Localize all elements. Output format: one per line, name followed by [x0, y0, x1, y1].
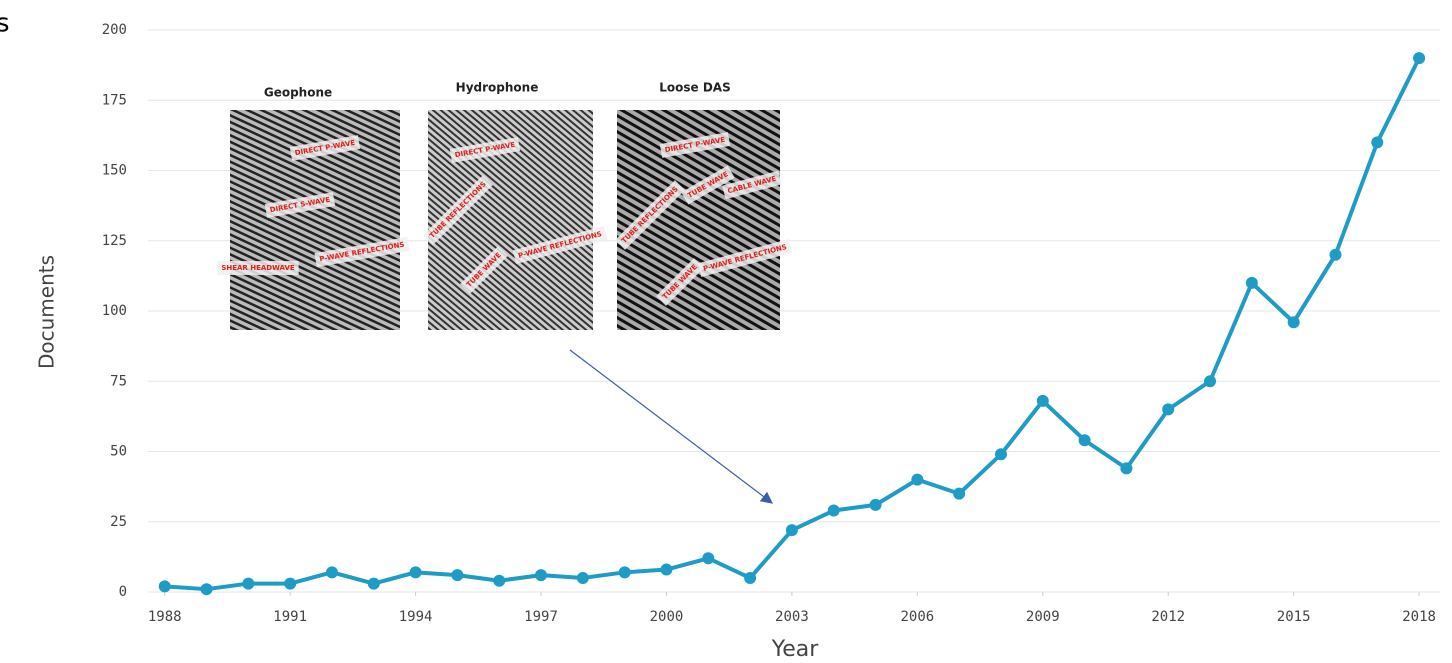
y-tick-label: 100: [102, 303, 127, 319]
data-point: [493, 575, 505, 587]
y-tick-label: 50: [110, 444, 127, 460]
x-tick-label: 1988: [148, 609, 182, 625]
x-tick-label: 2003: [775, 609, 809, 625]
data-point: [1329, 249, 1341, 261]
data-point: [1120, 462, 1132, 474]
data-point: [410, 566, 422, 578]
x-tick-label: 2018: [1402, 609, 1436, 625]
data-point: [451, 569, 463, 581]
x-tick-label: 2012: [1151, 609, 1185, 625]
data-point: [744, 572, 756, 584]
data-point: [1079, 434, 1091, 446]
wave-label: SHEAR HEADWAVE: [217, 261, 298, 275]
y-tick-label: 200: [102, 22, 127, 38]
data-point: [1037, 395, 1049, 407]
x-tick-label: 1994: [399, 609, 433, 625]
data-point: [368, 578, 380, 590]
panel-title: Hydrophone: [456, 81, 539, 95]
data-point: [1204, 375, 1216, 387]
data-point: [828, 505, 840, 517]
data-point: [619, 566, 631, 578]
data-point: [1371, 136, 1383, 148]
x-tick-label: 2009: [1026, 609, 1060, 625]
x-tick-label: 1991: [273, 609, 307, 625]
y-tick-label: 0: [119, 584, 127, 600]
data-point: [535, 569, 547, 581]
wave-label-text: SHEAR HEADWAVE: [221, 264, 295, 272]
data-point: [1288, 316, 1300, 328]
y-tick-label: 25: [110, 514, 127, 530]
data-point: [660, 564, 672, 576]
chart: s Documents Year 0 25 50 75 100 125 150 175 200 1…: [0, 0, 1452, 663]
y-tick-label: 75: [110, 373, 127, 389]
x-tick-label: 1997: [524, 609, 558, 625]
arrow: [570, 350, 772, 503]
x-tick-label: 2000: [650, 609, 684, 625]
data-point: [1246, 277, 1258, 289]
data-point: [702, 552, 714, 564]
data-point: [953, 488, 965, 500]
y-tick-label: 150: [102, 163, 127, 179]
data-point: [911, 474, 923, 486]
data-point: [242, 578, 254, 590]
panel-title: Geophone: [264, 86, 332, 100]
x-tick-label: 2015: [1277, 609, 1311, 625]
data-point: [326, 566, 338, 578]
data-point: [159, 580, 171, 592]
y-tick-label: 175: [102, 92, 127, 108]
y-tick-label: 125: [102, 233, 127, 249]
data-point: [1162, 403, 1174, 415]
panel-title: Loose DAS: [659, 81, 730, 95]
data-point: [1413, 52, 1425, 64]
data-point: [870, 499, 882, 511]
data-point: [284, 578, 296, 590]
data-point: [995, 448, 1007, 460]
cut-off-text: s: [0, 9, 10, 39]
data-point: [201, 583, 213, 595]
data-point: [577, 572, 589, 584]
x-axis-label: Year: [771, 637, 820, 662]
x-tick-label: 2006: [900, 609, 934, 625]
y-axis-label: Documents: [35, 255, 59, 369]
data-point: [786, 524, 798, 536]
